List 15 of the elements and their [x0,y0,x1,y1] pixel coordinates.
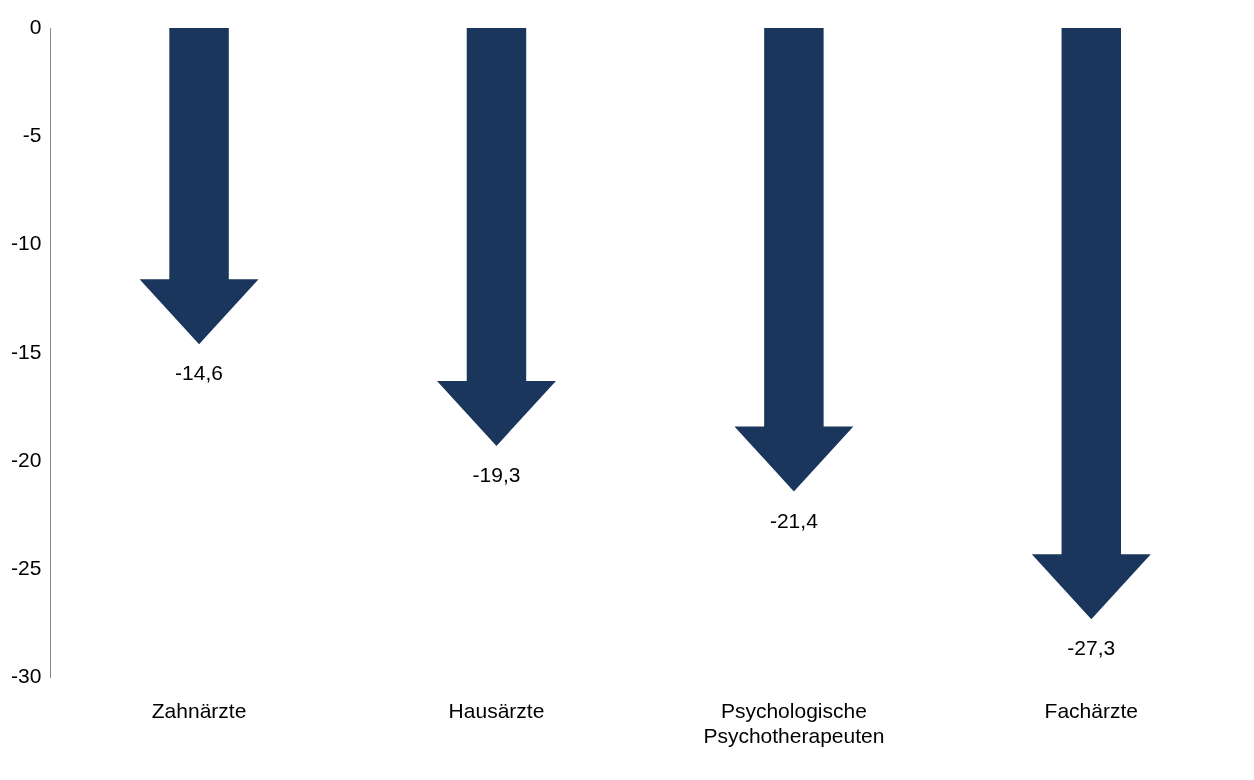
x-tick-label: Fachärzte [1044,699,1138,722]
x-tick-label: Zahnärzte [151,699,247,722]
y-tick-label: -30 [10,664,42,688]
data-label: -21,4 [769,508,819,532]
y-tick-label: -5 [22,123,42,147]
x-tick-label: Psychologische Psychotherapeuten [703,699,885,748]
y-tick-label: -20 [10,447,42,471]
data-label: -14,6 [175,361,223,385]
data-label: -27,3 [1067,636,1116,660]
data-label: -19,3 [472,463,521,487]
y-tick-label: -10 [10,231,42,255]
y-tick-label: -15 [10,339,42,363]
x-tick-label: Hausärzte [448,699,545,722]
y-tick-label: 0 [29,14,42,38]
y-tick-label: -25 [10,556,42,580]
